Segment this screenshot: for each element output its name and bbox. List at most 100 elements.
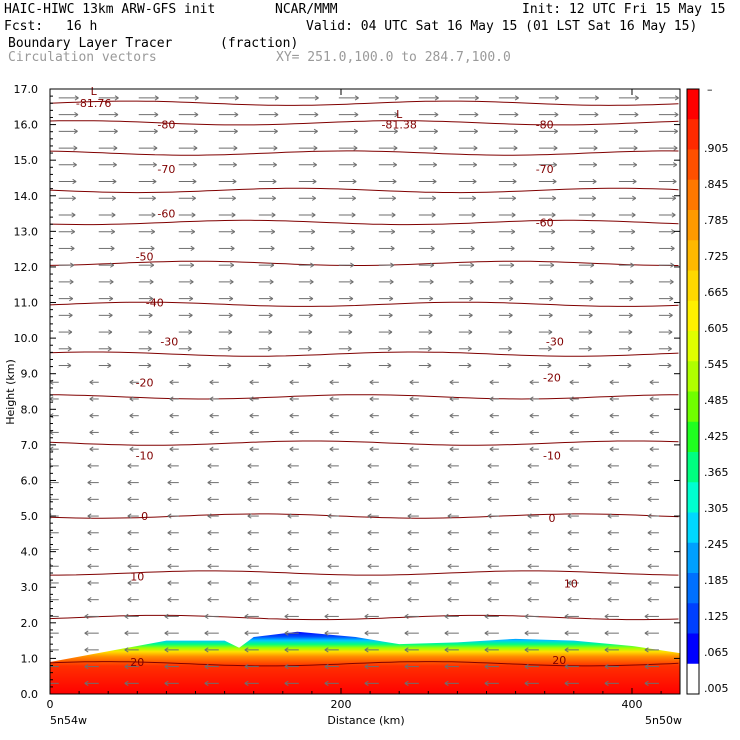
vector-arrowhead bbox=[607, 515, 612, 519]
vector-arrowhead bbox=[369, 415, 374, 419]
vector-arrowhead bbox=[204, 680, 209, 684]
vector-arrowhead bbox=[390, 248, 395, 252]
vector-arrowhead bbox=[591, 212, 596, 216]
vector-arrowhead bbox=[589, 298, 594, 302]
vector-arrowhead bbox=[429, 281, 434, 285]
vector-arrowhead bbox=[271, 197, 276, 201]
contour-line bbox=[50, 120, 679, 126]
vector-arrowhead bbox=[407, 565, 412, 569]
vector-arrowhead bbox=[272, 162, 277, 166]
vector-arrowhead bbox=[189, 279, 194, 283]
vector-arrowhead bbox=[470, 248, 475, 252]
vector-arrowhead bbox=[204, 632, 209, 636]
vector-arrowhead bbox=[428, 331, 433, 335]
vector-arrowhead bbox=[167, 515, 172, 519]
vector-arrowhead bbox=[394, 97, 399, 101]
contour-line bbox=[50, 219, 679, 226]
vector-arrowhead bbox=[364, 630, 369, 634]
vector-arrowhead bbox=[444, 680, 449, 684]
vector-arrowhead bbox=[487, 582, 492, 586]
vector-arrowhead bbox=[164, 682, 169, 686]
vector-arrowhead bbox=[529, 379, 534, 383]
y-tick-label: 7.0 bbox=[21, 439, 39, 452]
vector-arrowhead bbox=[150, 264, 155, 268]
vector-arrowhead bbox=[147, 365, 152, 369]
vector-arrowhead bbox=[567, 599, 572, 603]
vector-arrowhead bbox=[431, 229, 436, 233]
vector-arrowhead bbox=[667, 365, 672, 369]
vector-arrowhead bbox=[649, 446, 654, 450]
vector-arrowhead bbox=[268, 312, 273, 316]
vector-arrowhead bbox=[84, 647, 89, 651]
vector-arrowhead bbox=[111, 212, 116, 216]
vector-arrowhead bbox=[669, 295, 674, 300]
vector-arrowhead bbox=[329, 448, 334, 452]
vector-arrowhead bbox=[369, 446, 374, 450]
vector-arrowhead bbox=[468, 312, 473, 316]
contour-label: 20 bbox=[130, 656, 144, 669]
vector-arrowhead bbox=[607, 513, 612, 517]
vector-arrowhead bbox=[273, 147, 278, 151]
vector-arrowhead bbox=[404, 663, 409, 668]
vector-arrowhead bbox=[124, 666, 129, 670]
vector-arrowhead bbox=[433, 128, 438, 132]
vector-arrowhead bbox=[327, 496, 332, 500]
vector-arrowhead bbox=[204, 666, 209, 670]
vector-arrowhead bbox=[367, 513, 372, 517]
vector-arrowhead bbox=[70, 229, 75, 233]
vector-arrowhead bbox=[204, 613, 209, 617]
vector-arrowhead bbox=[192, 181, 197, 185]
colorbar-label: .125 bbox=[704, 610, 729, 623]
vector-arrowhead bbox=[268, 329, 273, 333]
vector-arrowhead bbox=[447, 546, 452, 550]
contour-label: -60 bbox=[157, 208, 175, 221]
vector-arrowhead bbox=[329, 396, 334, 400]
vector-arrowhead bbox=[674, 97, 679, 101]
vector-arrowhead bbox=[284, 613, 289, 617]
vector-arrowhead bbox=[404, 680, 409, 684]
vector-arrowhead bbox=[484, 649, 489, 653]
vector-arrowhead bbox=[74, 114, 79, 118]
colorbar-swatch bbox=[687, 240, 699, 271]
vector-arrowhead bbox=[629, 279, 634, 283]
vector-arrowhead bbox=[467, 346, 472, 350]
colorbar-swatch bbox=[687, 391, 699, 423]
vector-arrowhead bbox=[247, 498, 252, 502]
vector-arrowhead bbox=[348, 329, 353, 333]
vector-arrowhead bbox=[427, 348, 432, 352]
vector-arrowhead bbox=[484, 680, 489, 684]
vector-arrowhead bbox=[284, 647, 289, 651]
vector-arrowhead bbox=[147, 346, 152, 350]
vector-arrowhead bbox=[447, 565, 452, 569]
vector-arrowhead bbox=[367, 515, 372, 519]
vector-arrowhead bbox=[468, 329, 473, 333]
vector-arrowhead bbox=[468, 331, 473, 335]
vector-arrowhead bbox=[367, 530, 372, 534]
vector-arrowhead bbox=[169, 448, 174, 452]
vector-arrowhead bbox=[553, 145, 558, 149]
vector-arrowhead bbox=[554, 95, 559, 99]
vector-arrowhead bbox=[149, 281, 154, 285]
vector-arrowhead bbox=[310, 245, 315, 249]
vector-arrowhead bbox=[512, 178, 517, 182]
vector-arrowhead bbox=[244, 682, 249, 686]
contour-label: -20 bbox=[136, 377, 154, 390]
colorbar-swatch bbox=[687, 573, 699, 604]
vector-arrowhead bbox=[409, 415, 414, 419]
vector-arrowhead bbox=[84, 630, 89, 634]
vector-arrowhead bbox=[167, 530, 172, 534]
vector-arrowhead bbox=[394, 112, 399, 116]
vector-arrowhead bbox=[327, 565, 332, 569]
vector-arrowhead bbox=[150, 231, 156, 235]
colorbar-swatch bbox=[687, 119, 699, 150]
vector-arrowhead bbox=[628, 312, 633, 316]
vector-arrowhead bbox=[231, 214, 236, 218]
vector-arrowhead bbox=[469, 281, 474, 285]
vector-arrowhead bbox=[409, 429, 414, 433]
vector-arrowhead bbox=[287, 496, 292, 500]
vector-arrowhead bbox=[433, 145, 438, 149]
vector-arrowhead bbox=[431, 212, 436, 216]
vector-arrowhead bbox=[129, 432, 134, 436]
fcst-label: Fcst: bbox=[4, 19, 44, 34]
right-end-label: 5n50w bbox=[645, 714, 682, 727]
